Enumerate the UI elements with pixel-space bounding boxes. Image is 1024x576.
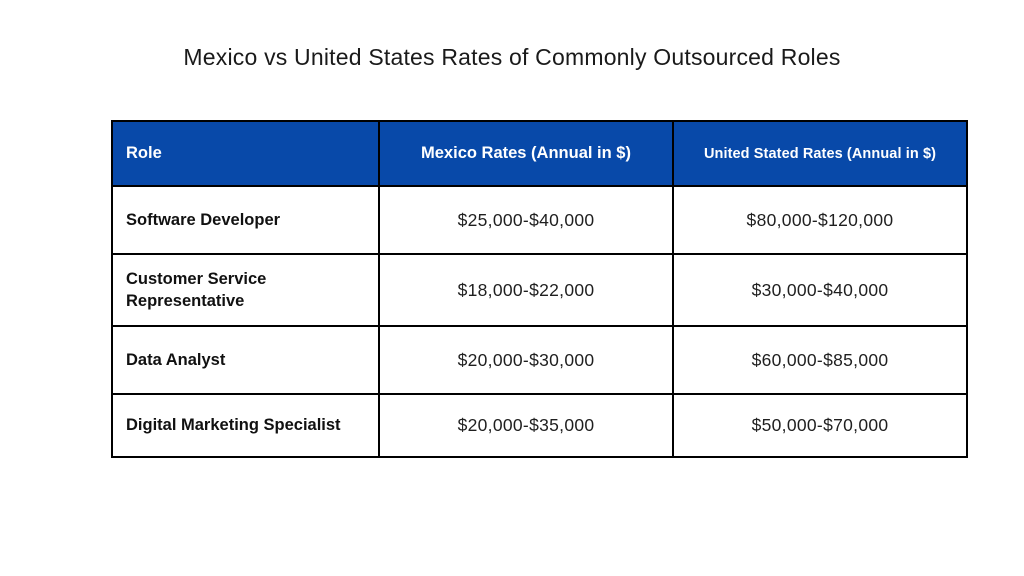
table-row: Data Analyst $20,000-$30,000 $60,000-$85… [111,325,968,395]
role-cell: Customer Service Representative [111,253,380,327]
mexico-rate-cell: $20,000-$30,000 [378,325,674,395]
role-cell: Data Analyst [111,325,380,395]
us-rate-cell: $80,000-$120,000 [672,185,968,255]
table-header-row: Role Mexico Rates (Annual in $) United S… [111,120,968,187]
rates-table: Role Mexico Rates (Annual in $) United S… [111,120,968,458]
role-cell: Digital Marketing Specialist [111,393,380,458]
role-cell: Software Developer [111,185,380,255]
column-header-us-rates: United Stated Rates (Annual in $) [672,120,968,187]
mexico-rate-cell: $18,000-$22,000 [378,253,674,327]
table-row: Digital Marketing Specialist $20,000-$35… [111,393,968,458]
us-rate-cell: $60,000-$85,000 [672,325,968,395]
mexico-rate-cell: $25,000-$40,000 [378,185,674,255]
us-rate-cell: $30,000-$40,000 [672,253,968,327]
column-header-role: Role [111,120,380,187]
us-rate-cell: $50,000-$70,000 [672,393,968,458]
table-row: Customer Service Representative $18,000-… [111,253,968,327]
table-row: Software Developer $25,000-$40,000 $80,0… [111,185,968,255]
page-title: Mexico vs United States Rates of Commonl… [183,44,841,70]
column-header-mexico-rates: Mexico Rates (Annual in $) [378,120,674,187]
mexico-rate-cell: $20,000-$35,000 [378,393,674,458]
